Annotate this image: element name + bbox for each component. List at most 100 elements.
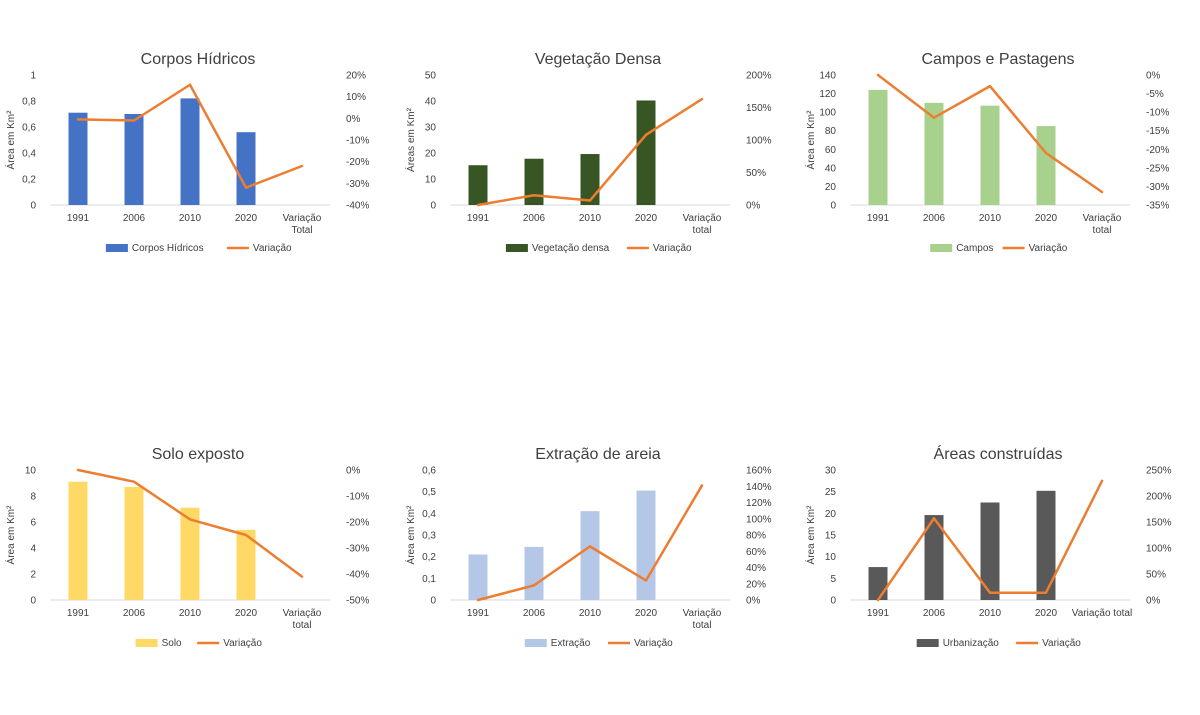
chart-svg: Vegetação Densa010203040500%50%100%150%2… [400, 40, 800, 320]
y-axis-title: Área em Km² [804, 110, 817, 170]
x-tick-label: Variação total [1072, 608, 1132, 619]
y-axis-title: Área em Km² [804, 505, 817, 565]
y2-tick-label: -15% [1146, 126, 1169, 137]
y2-tick-label: 200% [746, 71, 772, 82]
bar [637, 100, 656, 205]
y2-tick-label: 40% [746, 563, 766, 574]
x-tick-label: total [693, 225, 712, 236]
x-tick-label: Variação [683, 608, 722, 619]
x-tick-label: total [293, 620, 312, 631]
x-tick-label: 1991 [467, 608, 490, 619]
y-tick-label: 120 [819, 89, 836, 100]
y-tick-label: 0,2 [22, 175, 36, 186]
y-tick-label: 1 [30, 71, 36, 82]
y-tick-label: 0 [30, 201, 36, 212]
x-tick-label: 2020 [1035, 213, 1058, 224]
y2-tick-label: 100% [746, 136, 772, 147]
y-tick-label: 30 [425, 123, 437, 134]
legend-label: Urbanização [943, 638, 1000, 649]
y2-tick-label: 200% [1146, 492, 1172, 503]
y2-tick-label: 60% [746, 547, 766, 558]
chart-title: Corpos Hídricos [141, 51, 256, 68]
y2-tick-label: -25% [1146, 163, 1169, 174]
legend-label: Variação [634, 638, 673, 649]
y2-tick-label: 10% [346, 92, 366, 103]
y2-tick-label: 150% [746, 103, 772, 114]
y2-tick-label: -30% [1146, 182, 1169, 193]
x-tick-label: 2010 [579, 608, 602, 619]
bar [525, 159, 544, 205]
bar [469, 165, 488, 205]
bar [637, 491, 656, 600]
y-tick-label: 0 [830, 596, 836, 607]
y2-tick-label: 50% [1146, 570, 1166, 581]
x-tick-label: 2006 [123, 608, 146, 619]
x-tick-label: 2020 [235, 608, 258, 619]
y-tick-label: 40 [825, 163, 837, 174]
x-tick-label: Total [291, 225, 312, 236]
x-tick-label: 2010 [579, 213, 602, 224]
chart-title: Extração de areia [535, 446, 661, 463]
y-tick-label: 60 [825, 145, 837, 156]
y-tick-label: 10 [425, 175, 437, 186]
legend-label: Campos [956, 243, 993, 254]
y-axis-title: Área em Km² [4, 110, 17, 170]
bar [469, 555, 488, 601]
legend-swatch-bar [525, 639, 547, 647]
y-tick-label: 0,4 [22, 149, 36, 160]
x-tick-label: Variação [283, 608, 322, 619]
y-tick-label: 0,6 [22, 123, 36, 134]
y-tick-label: 0,6 [422, 466, 436, 477]
chart-svg: Áreas construídas0510152025300%50%100%15… [800, 435, 1200, 715]
y-tick-label: 0,2 [422, 552, 436, 563]
y-tick-label: 15 [825, 531, 837, 542]
legend-swatch-bar [106, 244, 128, 252]
y-tick-label: 2 [30, 570, 36, 581]
y-tick-label: 30 [825, 466, 837, 477]
y2-tick-label: 20% [746, 579, 766, 590]
y2-tick-label: 0% [346, 114, 361, 125]
x-tick-label: Variação [683, 213, 722, 224]
y2-tick-label: -10% [346, 492, 369, 503]
y-tick-label: 25 [825, 487, 837, 498]
legend-label: Corpos Hídricos [132, 243, 204, 254]
y-tick-label: 0,1 [422, 574, 436, 585]
x-tick-label: total [693, 620, 712, 631]
y2-tick-label: 0% [1146, 71, 1161, 82]
chart-title: Solo exposto [152, 446, 245, 463]
y-tick-label: 4 [30, 544, 36, 555]
bar [125, 487, 144, 600]
y2-tick-label: -50% [346, 596, 369, 607]
y-axis-title: Área em Km² [4, 505, 17, 565]
y-tick-label: 100 [819, 108, 836, 119]
y-tick-label: 20 [825, 509, 837, 520]
y2-tick-label: 0% [746, 596, 761, 607]
legend-label: Extração [551, 638, 591, 649]
chart-svg: Corpos Hídricos00,20,40,60,81-40%-30%-20… [0, 40, 400, 320]
x-tick-label: Variação [1083, 213, 1122, 224]
y2-tick-label: -20% [346, 518, 369, 529]
y2-tick-label: 160% [746, 466, 772, 477]
x-tick-label: 2020 [235, 213, 258, 224]
y2-tick-label: 50% [746, 168, 766, 179]
bar [125, 114, 144, 205]
chart-title: Áreas construídas [934, 444, 1063, 463]
bar [1037, 126, 1056, 205]
x-tick-label: 2020 [1035, 608, 1058, 619]
bar [869, 90, 888, 205]
x-tick-label: 1991 [867, 608, 890, 619]
y-tick-label: 10 [25, 466, 37, 477]
y2-tick-label: 250% [1146, 466, 1172, 477]
y2-tick-label: -20% [346, 157, 369, 168]
x-tick-label: total [1093, 225, 1112, 236]
x-tick-label: 2010 [979, 213, 1002, 224]
x-tick-label: Variação [283, 213, 322, 224]
y-tick-label: 8 [30, 492, 36, 503]
y2-tick-label: 100% [1146, 544, 1172, 555]
y2-tick-label: 80% [746, 531, 766, 542]
x-tick-label: 1991 [467, 213, 490, 224]
y-tick-label: 0 [430, 201, 436, 212]
